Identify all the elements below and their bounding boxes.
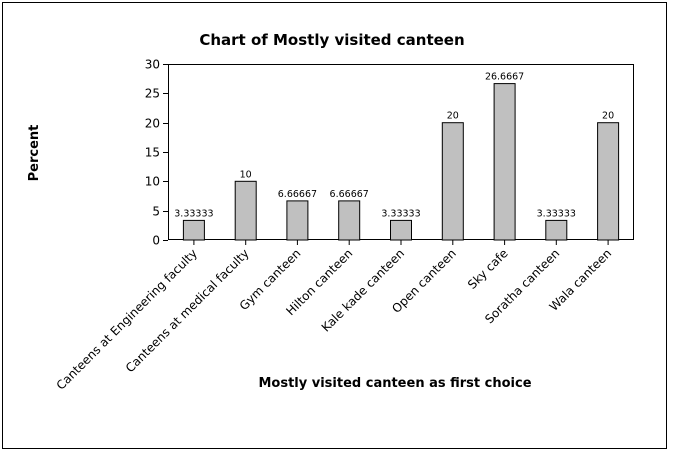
bar-data-label: 3.33333	[537, 208, 576, 219]
bar	[390, 219, 412, 241]
y-tick-label: 10	[145, 175, 160, 189]
bars-group	[182, 83, 620, 241]
bar	[493, 83, 516, 241]
bar-data-label: 3.33333	[381, 208, 420, 219]
y-tick-label: 20	[145, 117, 160, 131]
bar-data-label: 6.66667	[330, 189, 369, 200]
bar-data-label: 3.33333	[174, 208, 213, 219]
y-axis: 0 5 10 15 20 25 30	[145, 58, 168, 248]
bar	[234, 180, 257, 241]
bar	[441, 122, 464, 241]
bar-data-label: 6.66667	[278, 189, 317, 200]
y-tick-label: 5	[152, 205, 160, 219]
bar-data-label: 10	[240, 169, 252, 180]
y-tick-label: 30	[145, 58, 160, 72]
bar	[286, 200, 309, 241]
bar-data-label: 26.6667	[485, 72, 524, 83]
chart-title: Chart of Mostly visited canteen	[199, 31, 464, 49]
data-labels-group: 3.33333 10 6.66667 6.66667 3.33333 20 26.6667 3…	[174, 72, 614, 220]
bar	[597, 122, 620, 241]
y-tick-label: 15	[145, 146, 160, 160]
y-axis-title: Percent	[27, 125, 42, 182]
y-tick-label: 0	[152, 234, 160, 248]
x-axis-title: Mostly visited canteen as first choice	[258, 376, 531, 391]
bar	[182, 219, 205, 241]
bar	[545, 219, 568, 241]
y-tick-label: 25	[145, 87, 160, 101]
bar-data-label: 20	[602, 111, 614, 122]
bar	[338, 200, 361, 241]
bar-data-label: 20	[447, 111, 459, 122]
